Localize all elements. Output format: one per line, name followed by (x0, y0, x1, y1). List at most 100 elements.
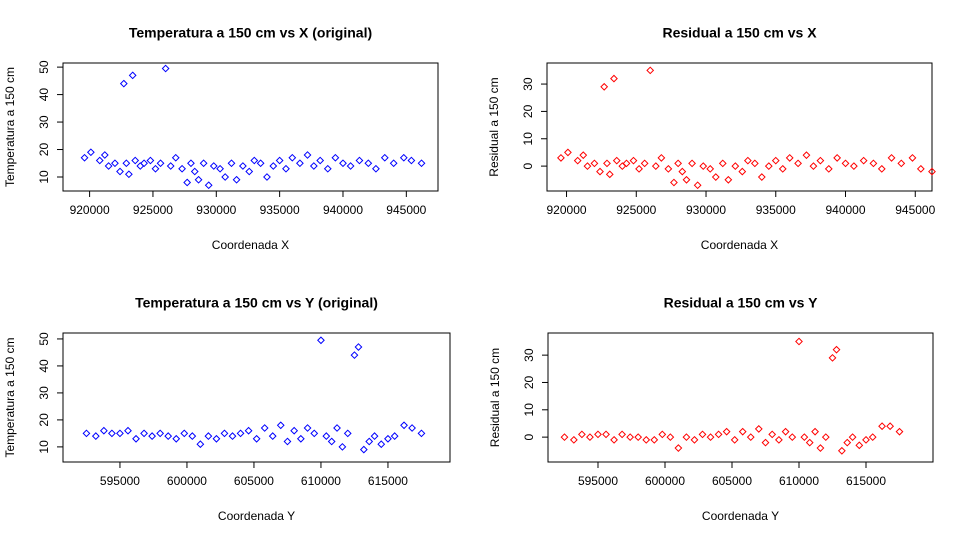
point (750, 159, 759, 168)
point (586, 433, 594, 442)
y-tick-label: 20 (37, 413, 51, 427)
x-tick-label: 940000 (323, 203, 363, 217)
point (690, 435, 699, 444)
x-axis-label: Coordenada Y (702, 509, 779, 523)
point (848, 433, 857, 442)
point (564, 148, 572, 157)
point (605, 170, 614, 179)
y-tick-label: 30 (37, 386, 51, 400)
point (868, 433, 877, 442)
point (260, 424, 269, 432)
point (116, 429, 124, 438)
point (209, 162, 218, 170)
point (296, 159, 304, 168)
point (178, 164, 186, 173)
plot-box (62, 62, 439, 192)
y-tick-label: 20 (522, 375, 536, 389)
point (204, 181, 213, 190)
point (389, 159, 398, 168)
point (359, 445, 368, 454)
point (778, 164, 787, 173)
point (343, 429, 352, 438)
point (156, 429, 165, 438)
plot-box (547, 332, 934, 463)
y-axis-label: Residual a 150 cm (488, 348, 502, 447)
point (364, 159, 373, 168)
point (303, 424, 312, 432)
point (569, 435, 578, 444)
point (323, 164, 332, 173)
point (122, 159, 131, 168)
point (164, 432, 173, 440)
plot-box (546, 62, 933, 192)
point (821, 433, 830, 442)
point (590, 159, 599, 168)
point (350, 351, 359, 360)
y-tick-label: 10 (521, 132, 535, 146)
y-tick-label: 30 (37, 115, 51, 129)
point (794, 159, 802, 168)
point (743, 156, 752, 165)
point (916, 164, 925, 173)
point (236, 429, 245, 438)
x-tick-label: 615000 (368, 474, 408, 488)
point (651, 162, 660, 171)
point (816, 156, 825, 165)
point (718, 159, 727, 168)
point (82, 429, 91, 438)
point (761, 438, 770, 447)
point (664, 164, 673, 173)
point (908, 153, 917, 162)
x-tick-label: 610000 (301, 474, 341, 488)
point (131, 156, 140, 165)
point (355, 156, 364, 165)
point (629, 156, 638, 165)
point (390, 432, 399, 440)
point (878, 422, 886, 431)
point (146, 156, 155, 165)
point (252, 434, 261, 443)
point (140, 429, 148, 438)
point (774, 435, 783, 444)
x-tick-label: 940000 (825, 203, 865, 217)
point (245, 167, 254, 176)
y-tick-label: 10 (37, 170, 51, 184)
point (199, 159, 208, 168)
point (232, 175, 241, 184)
point (603, 159, 611, 168)
point (417, 159, 426, 168)
point (180, 429, 189, 438)
point (372, 164, 380, 173)
point (730, 435, 739, 444)
point (132, 434, 140, 443)
point (290, 426, 299, 435)
y-axis-label: Temperatura a 150 cm (3, 337, 17, 457)
y-tick-label: 30 (522, 348, 536, 362)
point (238, 162, 247, 170)
point (895, 427, 904, 436)
point (99, 426, 108, 435)
point (764, 162, 773, 171)
point (862, 435, 870, 444)
point (731, 162, 740, 171)
point (124, 426, 132, 435)
point (339, 159, 347, 168)
point (706, 164, 715, 173)
y-tick-label: 50 (37, 332, 51, 346)
point (795, 337, 803, 346)
x-tick-label: 945000 (895, 203, 935, 217)
point (640, 159, 649, 168)
point (768, 430, 777, 439)
y-tick-label: 10 (37, 440, 51, 454)
point (618, 430, 627, 439)
point (166, 162, 175, 170)
point (86, 148, 95, 157)
point (204, 432, 213, 440)
point (161, 64, 170, 73)
point (833, 153, 842, 162)
x-tick-label: 935000 (260, 203, 300, 217)
x-tick-label: 595000 (100, 474, 140, 488)
point (583, 162, 592, 171)
point (221, 173, 230, 181)
